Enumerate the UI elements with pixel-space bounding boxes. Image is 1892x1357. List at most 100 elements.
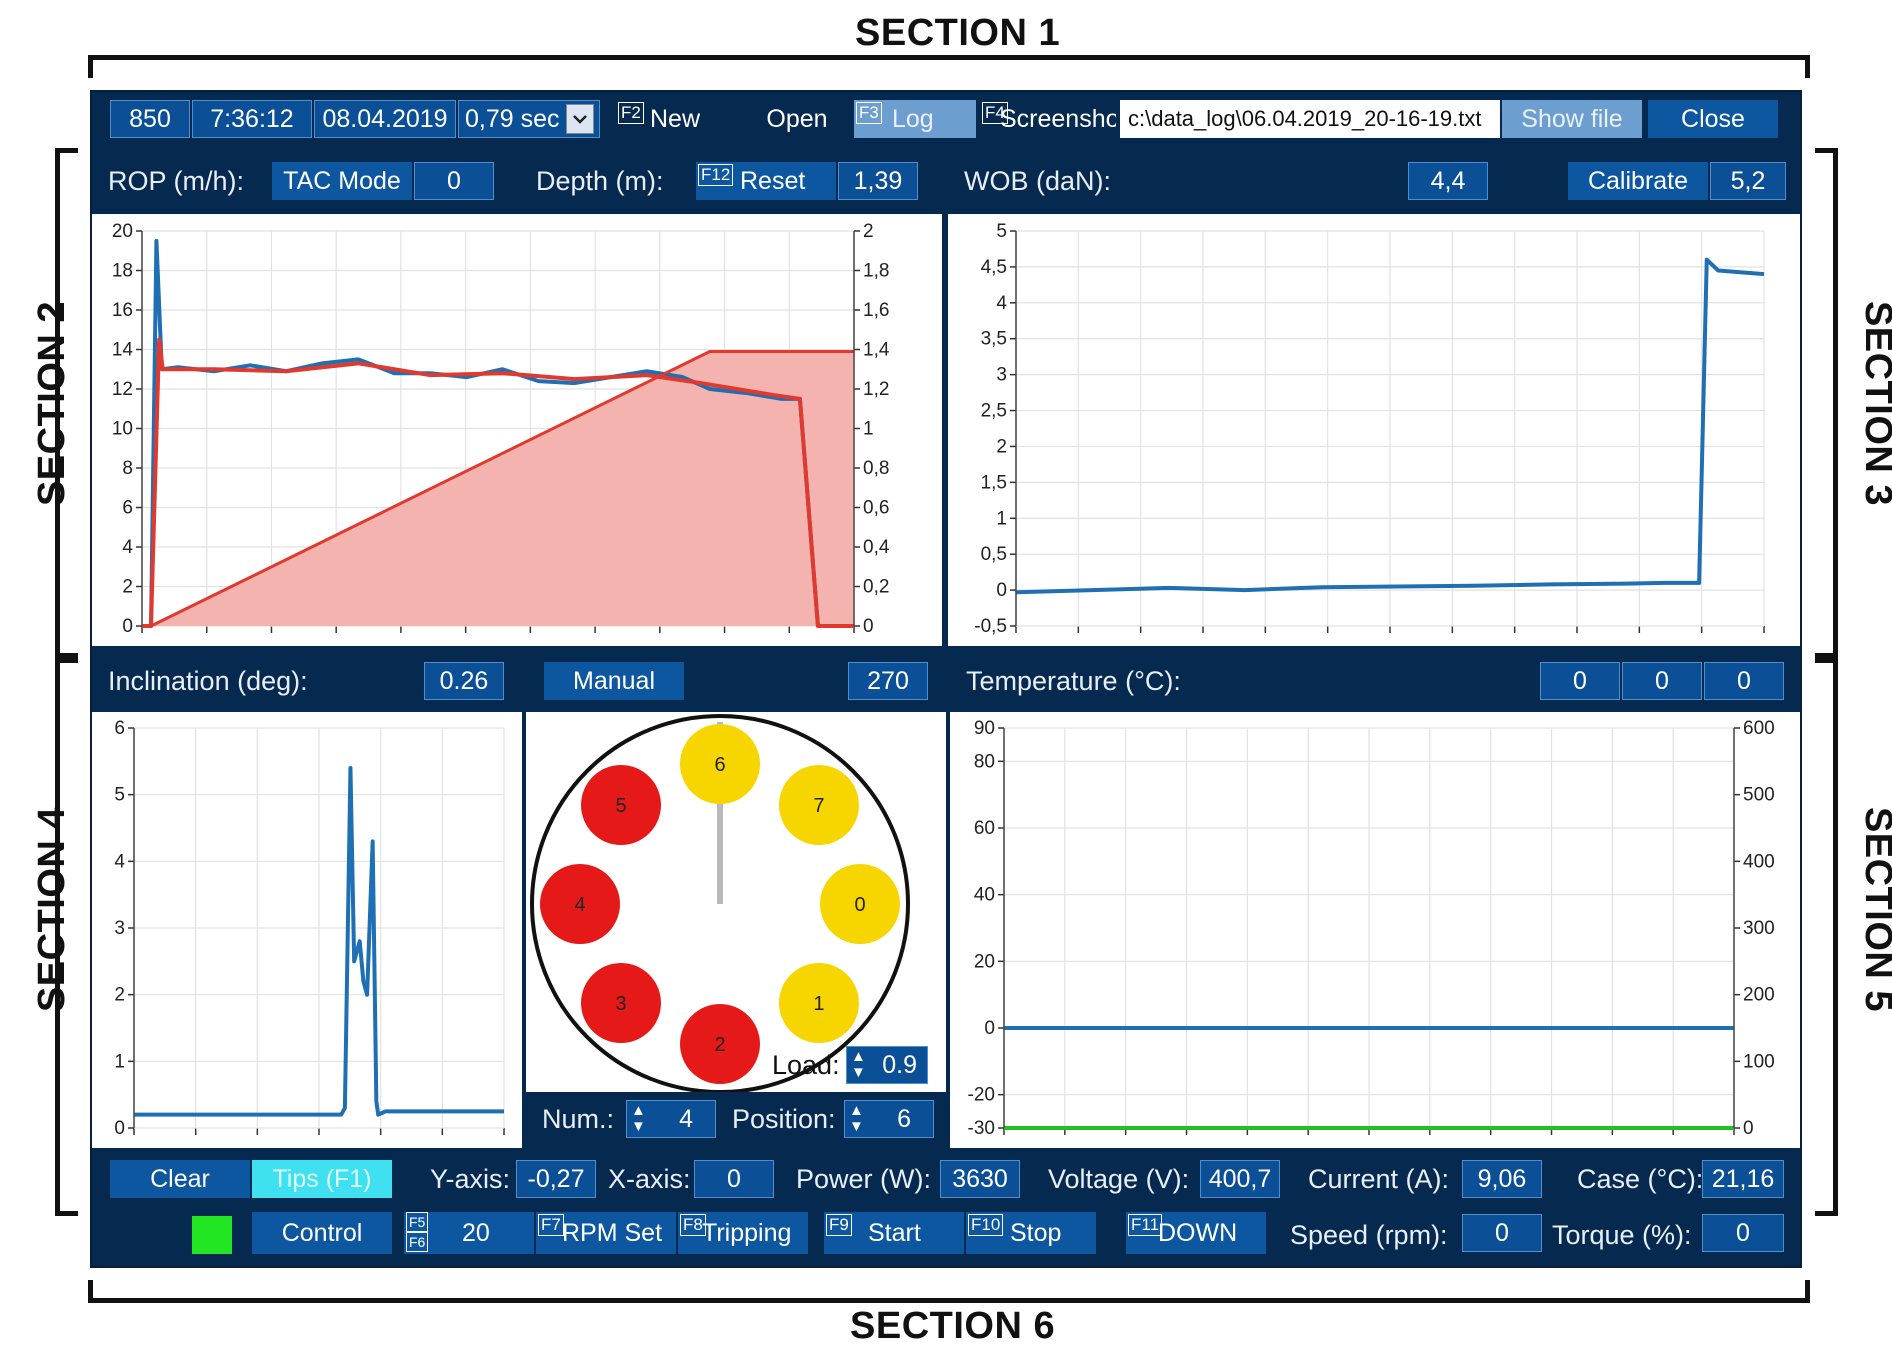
- y-tick-label: 16: [112, 300, 133, 321]
- y-tick-label: 8: [122, 458, 133, 479]
- close-button[interactable]: Close: [1648, 100, 1778, 138]
- rpm-set-button[interactable]: F7 RPM Set: [536, 1212, 676, 1254]
- y-tick-label: 1: [114, 1051, 125, 1072]
- wob-value: 4,4: [1408, 162, 1488, 200]
- reset-label: Reset: [740, 167, 806, 195]
- y2-tick-label: 1,2: [863, 379, 889, 400]
- f10-key-badge: F10: [968, 1214, 1004, 1236]
- stop-label: Stop: [1010, 1219, 1062, 1247]
- stop-button[interactable]: F10 Stop: [966, 1212, 1096, 1254]
- xaxis-label: X-axis:: [608, 1164, 691, 1194]
- f7-key-badge: F7: [538, 1214, 564, 1236]
- f6-key-badge[interactable]: F6: [406, 1232, 429, 1252]
- manual-mode-button[interactable]: Manual: [544, 662, 684, 700]
- new-label: New: [650, 105, 701, 133]
- rop-header: ROP (m/h): TAC Mode 0 Depth (m): F12 Res…: [92, 152, 942, 212]
- num-spinner[interactable]: ▲ ▼ 4: [626, 1100, 716, 1138]
- slot-7: [778, 765, 859, 846]
- y-tick-label: 4,5: [981, 257, 1007, 278]
- inclination-header: Inclination (deg): 0.26: [92, 654, 522, 710]
- slot-3: [581, 962, 662, 1043]
- f4-key-badge: F4: [982, 102, 1008, 124]
- control-button[interactable]: Control: [252, 1212, 392, 1254]
- f9-key-badge: F9: [826, 1214, 852, 1236]
- voltage-value: 400,7: [1200, 1160, 1280, 1198]
- start-label: Start: [868, 1219, 921, 1247]
- open-button[interactable]: Open: [766, 105, 828, 133]
- updown-icon[interactable]: ▲ ▼: [851, 1048, 866, 1081]
- show-file-button[interactable]: Show file: [1502, 100, 1642, 138]
- series-line-1: [142, 337, 854, 628]
- rop-depth-chart-svg: 0 2 4 6 8 10 12 14 16 18 20 0 0,2 0,4 0,6 0,8 1 1,2 1,4 1,6…: [112, 221, 890, 637]
- current-label: Current (A):: [1308, 1164, 1450, 1194]
- num-value: 4: [679, 1105, 693, 1133]
- y2-tick-label: 100: [1743, 1051, 1775, 1072]
- temperature-label: Temperature (°C):: [966, 666, 1181, 696]
- position-label: Position:: [732, 1104, 836, 1134]
- log-label: Log: [892, 105, 934, 133]
- y-tick-label: 2: [122, 577, 133, 598]
- y-tick-label: 3,5: [981, 329, 1007, 350]
- chevron-down-icon[interactable]: [566, 104, 594, 134]
- position-spinner[interactable]: ▲ ▼ 6: [844, 1100, 934, 1138]
- reset-button[interactable]: F12 Reset: [696, 162, 836, 200]
- f2-key-badge: F2: [618, 102, 644, 124]
- yaxis-value[interactable]: -0,27: [516, 1160, 596, 1198]
- tripping-button[interactable]: F8 Tripping: [678, 1212, 808, 1254]
- bottom-row-1: Clear Tips (F1) Y-axis: -0,27 X-axis: 0 …: [92, 1154, 1800, 1204]
- tac-mode-value: 0: [414, 162, 494, 200]
- f11-key-badge: F11: [1128, 1214, 1163, 1236]
- interval-value: 0,79 sec: [465, 105, 560, 133]
- series-area-2: [142, 351, 854, 626]
- bottom-row-2: Control F5 F6 20 F7 RPM Set F8 Tripping …: [92, 1206, 1800, 1266]
- y-tick-label: 0: [114, 1118, 125, 1139]
- tips-button[interactable]: Tips (F1): [252, 1160, 392, 1198]
- rop-label: ROP (m/h):: [108, 166, 245, 196]
- position-updown-icon[interactable]: ▲ ▼: [849, 1102, 864, 1135]
- case-label: Case (°C):: [1577, 1164, 1704, 1194]
- slot-4: [540, 864, 620, 944]
- y2-tick-label: 0: [863, 616, 874, 637]
- section-2-bracket: [55, 148, 78, 658]
- f5-key-badge[interactable]: F5: [406, 1212, 429, 1232]
- slot-0: [820, 864, 900, 944]
- y-tick-label: -20: [968, 1085, 995, 1106]
- y-tick-label: 2: [114, 985, 125, 1006]
- slot-label: 2: [714, 1034, 725, 1056]
- section-5-bracket: [1815, 658, 1838, 1216]
- rpm-spinner[interactable]: F5 F6 20: [404, 1212, 534, 1254]
- y-tick-label: 18: [112, 261, 133, 282]
- new-button[interactable]: F2 New: [616, 100, 736, 138]
- series-line-2: [142, 349, 854, 628]
- torque-value: 0: [1702, 1214, 1784, 1252]
- y-tick-label: 4: [996, 293, 1007, 314]
- log-button[interactable]: F3 Log: [854, 100, 976, 138]
- section-1-bracket: [88, 55, 1810, 78]
- y-tick-label: -0,5: [974, 616, 1007, 637]
- y-tick-label: 3: [114, 918, 125, 939]
- screenshot-button[interactable]: F4 Screenshot: [980, 100, 1116, 138]
- slot-6: [680, 724, 760, 804]
- down-button[interactable]: F11 DOWN: [1126, 1212, 1266, 1254]
- num-updown-icon[interactable]: ▲ ▼: [631, 1102, 646, 1135]
- temperature-header: Temperature (°C): 0 0 0: [950, 654, 1800, 710]
- y-tick-label: 2: [996, 436, 1007, 457]
- rpm-set-label: RPM Set: [562, 1219, 663, 1247]
- slot-label: 7: [813, 795, 824, 817]
- file-path-field[interactable]: c:\data_log\06.04.2019_20-16-19.txt: [1120, 100, 1500, 138]
- clear-button[interactable]: Clear: [110, 1160, 250, 1198]
- calibrate-button[interactable]: Calibrate: [1568, 162, 1708, 200]
- xaxis-value[interactable]: 0: [694, 1160, 774, 1198]
- y2-tick-label: 1,6: [863, 300, 889, 321]
- start-button[interactable]: F9 Start: [824, 1212, 964, 1254]
- carousel-footer: Num.: ▲ ▼ 4 Position: ▲ ▼ 6: [526, 1092, 946, 1148]
- slot-label: 6: [714, 754, 725, 776]
- y2-tick-label: 1: [863, 419, 874, 440]
- load-spinner[interactable]: ▲ ▼ 0.9: [846, 1046, 928, 1084]
- tripping-label: Tripping: [702, 1219, 792, 1247]
- carousel-header: Manual 270: [526, 654, 946, 710]
- record-counter: 850: [110, 100, 190, 138]
- wob-chart-svg: -0,5 0 0,5 1 1,5 2 2,5 3 3,5 4 4,5 5: [974, 221, 1765, 637]
- f8-key-badge: F8: [680, 1214, 706, 1236]
- tac-mode-button[interactable]: TAC Mode: [272, 162, 412, 200]
